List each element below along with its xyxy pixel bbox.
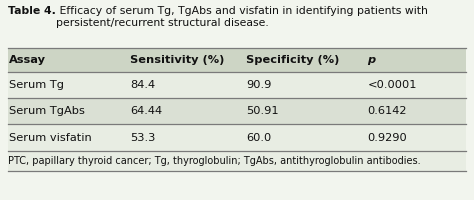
FancyBboxPatch shape [8, 151, 466, 170]
FancyBboxPatch shape [8, 124, 466, 151]
Text: Specificity (%): Specificity (%) [246, 55, 340, 65]
Text: Serum visfatin: Serum visfatin [9, 133, 91, 143]
FancyBboxPatch shape [8, 48, 466, 72]
FancyBboxPatch shape [8, 98, 466, 124]
Text: Serum TgAbs: Serum TgAbs [9, 106, 84, 116]
Text: Assay: Assay [9, 55, 46, 65]
FancyBboxPatch shape [8, 72, 466, 98]
Text: PTC, papillary thyroid cancer; Tg, thyroglobulin; TgAbs, antithyroglobulin antib: PTC, papillary thyroid cancer; Tg, thyro… [8, 156, 420, 166]
Text: p: p [367, 55, 375, 65]
Text: Serum Tg: Serum Tg [9, 80, 64, 90]
Text: 64.44: 64.44 [130, 106, 163, 116]
Text: 84.4: 84.4 [130, 80, 155, 90]
Text: 90.9: 90.9 [246, 80, 272, 90]
Text: 0.9290: 0.9290 [367, 133, 407, 143]
Text: Efficacy of serum Tg, TgAbs and visfatin in identifying patients with
persistent: Efficacy of serum Tg, TgAbs and visfatin… [56, 6, 428, 28]
Text: 53.3: 53.3 [130, 133, 156, 143]
Text: 0.6142: 0.6142 [367, 106, 407, 116]
Text: Sensitivity (%): Sensitivity (%) [130, 55, 225, 65]
Text: 60.0: 60.0 [246, 133, 272, 143]
Text: Table 4.: Table 4. [8, 6, 56, 16]
Text: <0.0001: <0.0001 [367, 80, 417, 90]
Text: 50.91: 50.91 [246, 106, 279, 116]
